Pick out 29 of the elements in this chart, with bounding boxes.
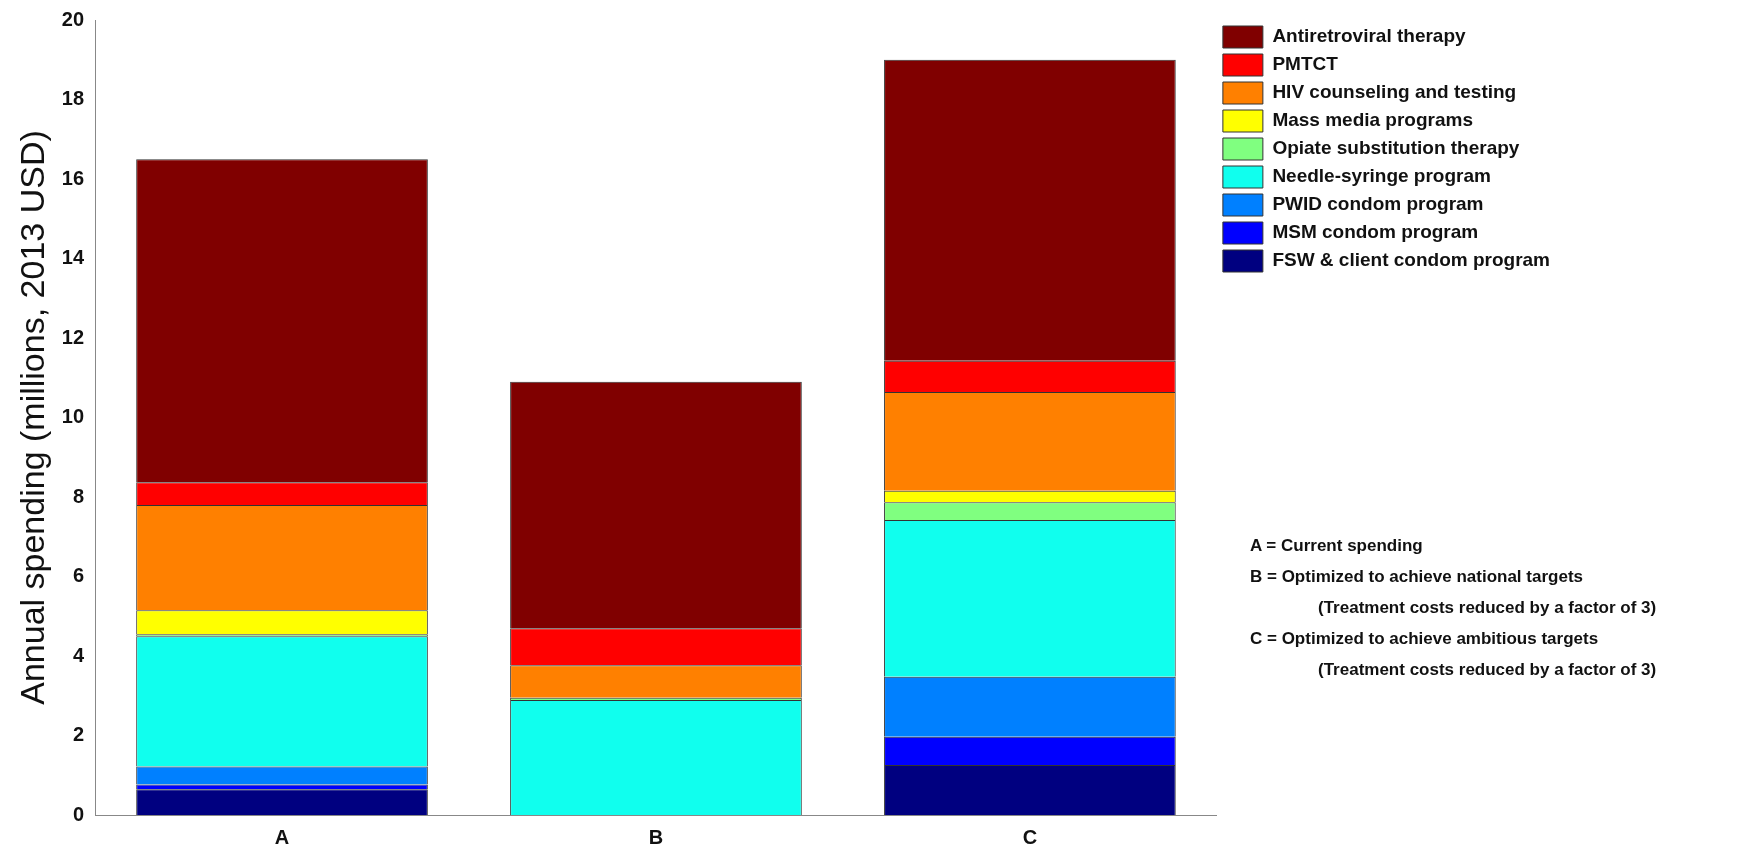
text: (Treatment costs reduced by a factor of 3) xyxy=(1317,597,1657,619)
y-tick-label: 8 xyxy=(72,484,85,507)
text: (Treatment costs reduced by a factor of 3) xyxy=(1317,659,1657,681)
text: C = Optimized to achieve ambitious targets xyxy=(1250,628,1600,650)
y-tick-label: 6 xyxy=(72,564,85,587)
y-tick-label: 16 xyxy=(61,166,85,189)
y-tick-label: 12 xyxy=(61,325,85,348)
y-tick-label: 18 xyxy=(61,87,85,110)
y-tick-label: 14 xyxy=(61,246,85,269)
text: A = Current spending xyxy=(1250,535,1424,557)
x-tick-label: B xyxy=(648,825,664,848)
y-tick-label: 0 xyxy=(72,802,85,825)
legend-label: Antiretroviral therapy xyxy=(1272,25,1467,47)
x-tick-label: A xyxy=(274,825,290,848)
legend-label: FSW & client condom program xyxy=(1272,249,1550,271)
legend-label: PMTCT xyxy=(1272,53,1339,75)
x-tick-label: C xyxy=(1022,825,1038,848)
y-tick-label: 4 xyxy=(72,643,85,666)
legend-label: HIV counseling and testing xyxy=(1272,81,1517,103)
y-axis-title: Annual spending (millions, 2013 USD) xyxy=(12,130,51,705)
text: B = Optimized to achieve national targets xyxy=(1250,566,1584,588)
legend-label: MSM condom program xyxy=(1272,221,1479,243)
y-tick-label: 10 xyxy=(61,405,85,428)
y-tick-label: 2 xyxy=(72,723,85,746)
y-tick-label: 20 xyxy=(61,7,85,30)
legend-label: PWID condom program xyxy=(1272,193,1484,215)
legend-label: Mass media programs xyxy=(1272,109,1474,131)
legend-label: Opiate substitution therapy xyxy=(1272,137,1520,159)
legend-label: Needle-syringe program xyxy=(1272,165,1491,187)
